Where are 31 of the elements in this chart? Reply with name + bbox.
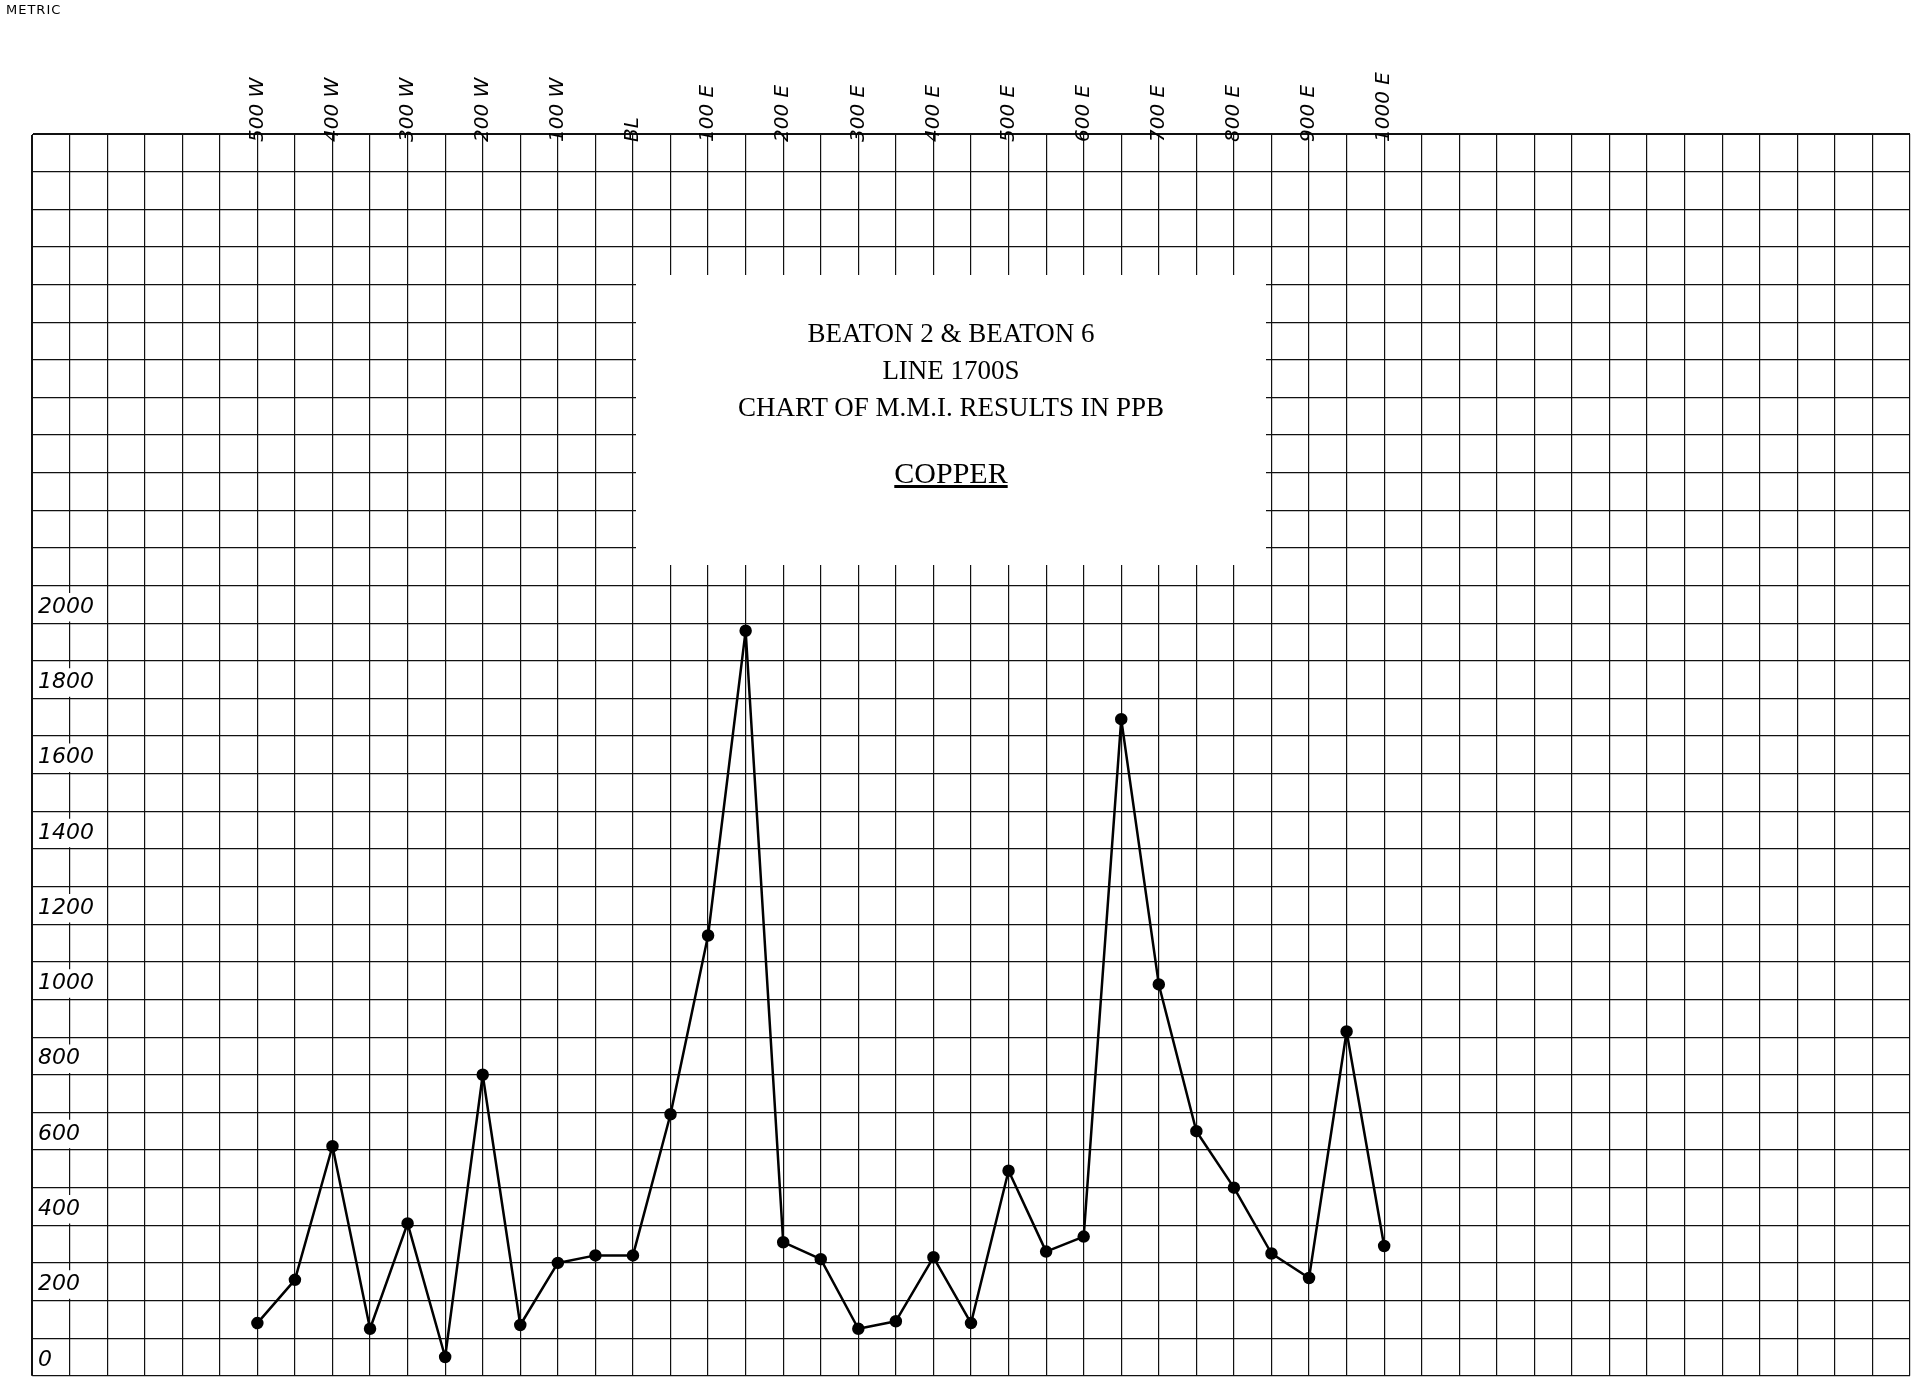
annotation: CHART OF M.M.I. RESULTS IN PPB (737, 391, 1165, 424)
x-tick-label: 300 W (393, 76, 418, 142)
y-tick-label: 1600 (38, 743, 94, 769)
annotation: COPPER (893, 455, 1009, 491)
y-tick-label: 600 (38, 1119, 80, 1145)
x-tick-label: 300 E (844, 84, 869, 142)
y-tick-label: 1000 (38, 969, 94, 995)
x-tick-label: 800 E (1220, 84, 1245, 142)
x-tick-label: 100 W (544, 76, 569, 142)
x-tick-label: 700 E (1145, 84, 1169, 142)
x-tick-label: 1000 E (1370, 71, 1395, 142)
x-tick-label: 200 W (468, 76, 493, 142)
y-tick-label: 1200 (38, 893, 94, 919)
y-tick-label: 1800 (38, 668, 94, 694)
y-tick-label: 200 (38, 1270, 80, 1296)
y-tick-label: 800 (38, 1044, 80, 1070)
x-tick-label: 600 E (1069, 84, 1094, 142)
y-tick-label: 400 (38, 1195, 80, 1220)
x-tick-label: 500 E (994, 84, 1019, 142)
y-tick-label: 1400 (38, 818, 94, 844)
x-tick-label: BL (619, 117, 644, 142)
x-tick-label: 900 E (1295, 84, 1320, 142)
x-tick-label: 100 E (694, 84, 719, 142)
text: METRIC (6, 2, 62, 17)
y-tick-label: 2000 (38, 592, 94, 618)
x-tick-label: 400 E (919, 84, 944, 142)
y-tick-label: 0 (38, 1345, 52, 1371)
x-tick-label: 200 E (769, 84, 794, 142)
x-tick-label: 500 W (243, 76, 268, 142)
title-box: BEATON 2 & BEATON 6 LINE 1700S CHART OF M.M.I. RESULTS IN PPB COPPER (636, 275, 1266, 565)
x-tick-label: 400 W (318, 76, 343, 142)
